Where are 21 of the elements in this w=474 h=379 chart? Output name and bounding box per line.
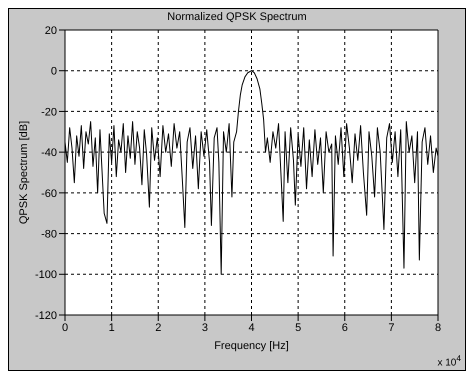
y-tick-label: 20 — [44, 24, 57, 37]
y-tick-label: -80 — [41, 228, 57, 240]
y-tick-label: 0 — [50, 66, 57, 78]
x-tick-label: 1 — [108, 322, 115, 334]
x-tick-label: 3 — [202, 322, 208, 334]
x-tick-label: 7 — [388, 322, 394, 334]
x-tick-label: 6 — [342, 322, 348, 334]
y-tick-label: -40 — [41, 147, 57, 160]
y-axis-title: QPSK Spectrum [dB] — [18, 120, 30, 224]
text: x 10$^{4}$ — [437, 352, 461, 368]
y-tick-label: -100 — [34, 269, 57, 282]
x-tick-label: 8 — [434, 322, 442, 334]
y-tick-label: -120 — [34, 310, 57, 322]
chart-title: Normalized QPSK Spectrum — [166, 11, 308, 23]
y-tick-label: -20 — [41, 106, 57, 118]
x-axis-title: Frequency [Hz] — [214, 340, 289, 352]
y-tick-label: -60 — [41, 188, 57, 200]
x-tick-label: 0 — [62, 322, 68, 334]
x-tick-label: 2 — [155, 322, 162, 334]
x-tick-label: 4 — [248, 322, 255, 334]
x-tick-label: 5 — [295, 322, 302, 334]
